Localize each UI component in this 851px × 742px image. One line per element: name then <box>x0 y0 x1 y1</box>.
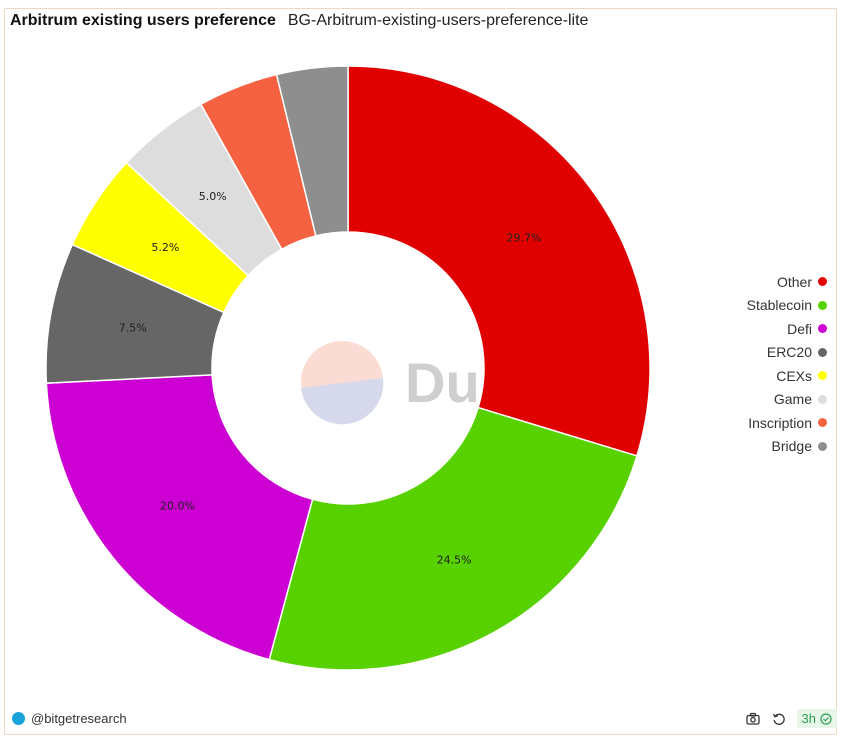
slices-group <box>45 65 651 671</box>
query-name[interactable]: BG-Arbitrum-existing-users-preference-li… <box>287 12 589 29</box>
legend-label: CEXs <box>776 367 812 384</box>
legend-item-cexs[interactable]: CEXs <box>687 364 827 388</box>
refresh-icon[interactable] <box>771 711 787 727</box>
legend-label: Bridge <box>771 438 812 455</box>
chart-legend: Other Stablecoin Defi ERC20 CEXs Game Inscript… <box>687 270 827 458</box>
legend-swatch <box>818 441 827 451</box>
slice-label-game: 5.0% <box>199 190 227 203</box>
legend-item-inscription[interactable]: Inscription <box>687 411 827 435</box>
legend-swatch <box>818 347 827 357</box>
legend-label: Defi <box>787 320 812 337</box>
freshness-badge[interactable]: 3h <box>796 709 837 728</box>
chart-header: Arbitrum existing users preference BG-Ar… <box>10 12 588 30</box>
slice-label-stablecoin: 24.5% <box>437 554 472 567</box>
legend-label: Inscription <box>748 414 812 431</box>
legend-swatch <box>818 394 827 404</box>
footer-actions: 3h <box>745 709 837 728</box>
check-circle-icon <box>820 712 832 725</box>
slice-labels-group: 29.7% 24.5% 20.0% 7.5% 5.2% 5.0% <box>119 190 542 567</box>
legend-swatch <box>818 300 827 310</box>
slice-label-cexs: 5.2% <box>151 241 179 254</box>
author-handle[interactable]: @bitgetresearch <box>31 711 127 726</box>
legend-item-other[interactable]: Other <box>687 270 827 294</box>
legend-item-erc20[interactable]: ERC20 <box>687 341 827 365</box>
bitget-logo-icon <box>12 712 25 725</box>
legend-label: Stablecoin <box>746 297 812 314</box>
legend-item-bridge[interactable]: Bridge <box>687 435 827 459</box>
slice-defi[interactable] <box>45 374 314 661</box>
slice-stablecoin[interactable] <box>268 406 638 671</box>
camera-icon[interactable] <box>745 711 761 727</box>
chart-title: Arbitrum existing users preference <box>10 12 276 29</box>
age-text: 3h <box>801 711 816 726</box>
slice-bridge[interactable] <box>275 65 349 237</box>
legend-item-game[interactable]: Game <box>687 388 827 412</box>
legend-label: Other <box>776 273 812 290</box>
legend-item-defi[interactable]: Defi <box>687 317 827 341</box>
legend-item-stablecoin[interactable]: Stablecoin <box>687 294 827 318</box>
footer-author: @bitgetresearch <box>12 711 127 726</box>
slice-other[interactable] <box>347 65 651 457</box>
legend-label: Game <box>773 391 812 408</box>
legend-swatch <box>818 324 827 334</box>
legend-swatch <box>818 277 827 287</box>
slice-label-erc20: 7.5% <box>119 322 147 335</box>
legend-swatch <box>818 418 827 428</box>
legend-swatch <box>818 371 827 381</box>
slice-label-defi: 20.0% <box>160 499 195 512</box>
slice-label-other: 29.7% <box>506 232 541 245</box>
legend-label: ERC20 <box>766 344 812 361</box>
